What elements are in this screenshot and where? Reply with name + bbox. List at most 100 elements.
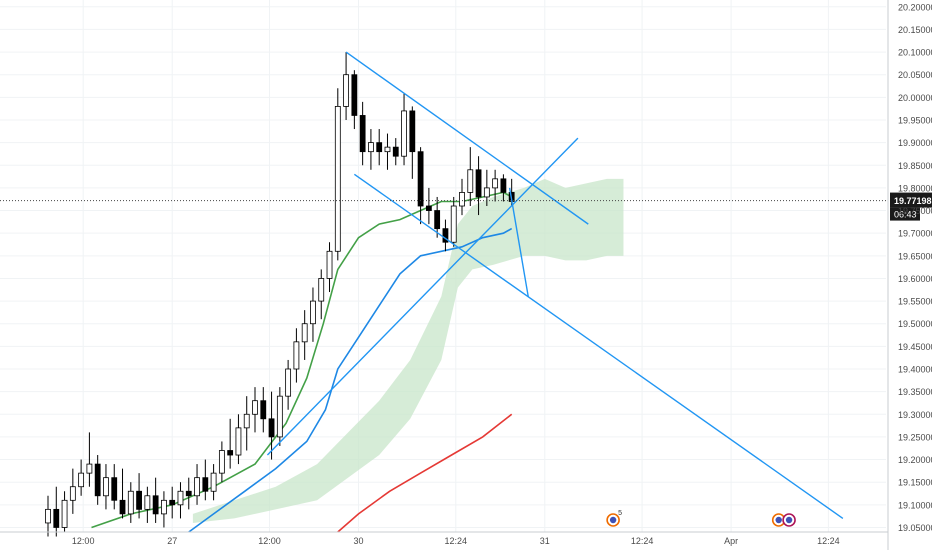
candle[interactable]: [61, 491, 68, 532]
candle[interactable]: [351, 70, 358, 130]
candle[interactable]: [293, 328, 300, 383]
candle[interactable]: [202, 459, 209, 501]
price-tick-label: 19.45000: [898, 342, 932, 352]
candle-body-bull: [459, 192, 465, 207]
candle[interactable]: [119, 468, 126, 519]
candle[interactable]: [103, 464, 109, 510]
candle[interactable]: [152, 477, 159, 523]
event-marker-dot: [775, 516, 782, 524]
candle[interactable]: [45, 495, 51, 537]
candle[interactable]: [111, 464, 118, 510]
candle[interactable]: [194, 464, 200, 505]
candle-body-bear: [202, 477, 209, 492]
candle[interactable]: [409, 106, 416, 179]
candle-body-bear: [185, 490, 192, 497]
event-marker-icon[interactable]: [782, 513, 796, 527]
candle[interactable]: [310, 287, 316, 342]
candle[interactable]: [210, 464, 217, 501]
candle[interactable]: [392, 138, 399, 166]
event-markers[interactable]: 5: [606, 510, 796, 527]
candle-body-bear: [475, 169, 482, 198]
candle-body-bear: [94, 463, 101, 497]
candle[interactable]: [401, 92, 407, 166]
candle[interactable]: [53, 486, 60, 537]
candle-body-bear: [425, 205, 432, 211]
candle[interactable]: [285, 359, 292, 410]
candle[interactable]: [467, 147, 474, 207]
candle[interactable]: [376, 129, 383, 166]
candle[interactable]: [136, 473, 142, 519]
price-tick-label: 19.40000: [898, 365, 932, 375]
grid: [0, 0, 886, 532]
price-tick-label: 19.15000: [898, 478, 932, 488]
candle[interactable]: [252, 387, 258, 433]
candle-body-bear: [409, 110, 416, 153]
candle[interactable]: [218, 441, 225, 483]
candle-body-bull: [235, 427, 242, 456]
countdown-label-bg: [890, 207, 920, 221]
trend-line[interactable]: [345, 51, 589, 225]
candle-body-bear: [417, 151, 424, 207]
candle[interactable]: [483, 169, 490, 207]
candle[interactable]: [434, 196, 441, 238]
trend-line[interactable]: [353, 173, 844, 519]
trend-line[interactable]: [508, 187, 529, 297]
candle[interactable]: [227, 418, 234, 469]
candle[interactable]: [127, 482, 134, 523]
candle[interactable]: [450, 196, 457, 247]
candle[interactable]: [359, 101, 366, 166]
candle-body-bull: [252, 400, 258, 415]
candle[interactable]: [384, 133, 391, 170]
candle[interactable]: [260, 387, 267, 433]
candle[interactable]: [500, 174, 507, 202]
candle[interactable]: [268, 391, 275, 460]
candle[interactable]: [243, 396, 250, 451]
candle[interactable]: [492, 169, 499, 202]
candle[interactable]: [425, 187, 432, 225]
trend-lines[interactable]: [266, 51, 844, 519]
price-tick-label: 19.25000: [898, 432, 932, 442]
event-marker-icon[interactable]: 5: [606, 510, 622, 527]
candle-body-bear: [500, 178, 507, 193]
candle[interactable]: [144, 486, 151, 523]
candle[interactable]: [169, 486, 176, 519]
candle-body-bear: [351, 74, 358, 116]
candle[interactable]: [177, 482, 184, 519]
candle[interactable]: [235, 414, 242, 465]
last-price-label-bg: [890, 192, 932, 208]
candle-body-bull: [218, 450, 225, 474]
candle[interactable]: [161, 491, 167, 528]
candle[interactable]: [459, 178, 465, 216]
candle[interactable]: [86, 432, 93, 487]
candle[interactable]: [417, 147, 424, 225]
candle[interactable]: [185, 477, 192, 510]
candle[interactable]: [343, 52, 349, 120]
candles[interactable]: [45, 52, 515, 537]
candle[interactable]: [475, 156, 482, 216]
trend-line[interactable]: [266, 137, 579, 456]
candle[interactable]: [94, 455, 101, 505]
moving-average-line: [337, 413, 513, 533]
candle-body-bull: [492, 178, 499, 189]
candle-body-bull: [310, 300, 316, 325]
candle[interactable]: [78, 459, 85, 496]
candle[interactable]: [276, 387, 283, 446]
candle[interactable]: [326, 242, 333, 293]
candle-body-bull: [368, 142, 374, 153]
time-tick-label: 12:24: [631, 536, 654, 546]
candle[interactable]: [368, 129, 374, 170]
candle[interactable]: [301, 310, 308, 360]
candle[interactable]: [334, 88, 341, 261]
candle[interactable]: [69, 468, 76, 514]
candle-body-bull: [144, 495, 151, 510]
candle[interactable]: [318, 269, 325, 320]
candle-body-bull: [177, 490, 184, 506]
time-tick-label: 30: [353, 536, 363, 546]
candle-body-bear: [359, 115, 366, 153]
candle-body-bear: [260, 400, 267, 420]
candle-body-bull: [467, 169, 474, 193]
candle[interactable]: [442, 219, 449, 252]
